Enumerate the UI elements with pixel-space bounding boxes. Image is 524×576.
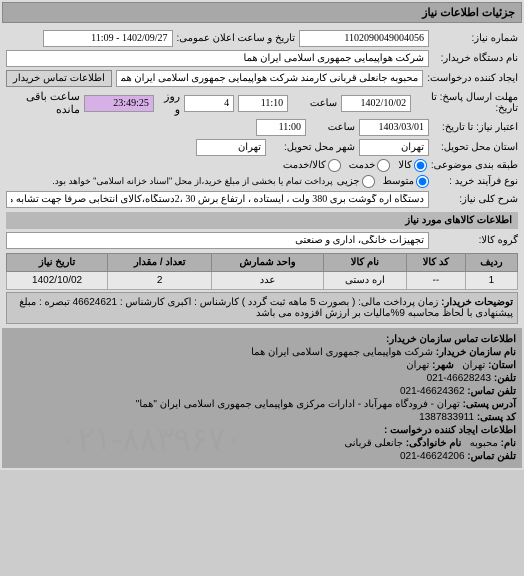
req-creator-label: اطلاعات ایجاد کننده درخواست : <box>8 425 516 436</box>
remaining-suffix: ساعت باقی مانده <box>6 90 80 116</box>
th-2: نام کالا <box>323 254 406 272</box>
deadline-label: مهلت ارسال پاسخ: تا تاریخ: <box>415 92 518 114</box>
td-3: عدد <box>212 272 324 290</box>
buyer-label: نام دستگاه خریدار: <box>433 53 518 64</box>
province-input[interactable] <box>359 139 429 156</box>
payment-radio-low[interactable] <box>416 175 429 188</box>
notes-label: توضیحات خریدار: <box>441 297 513 308</box>
goods-table: ردیف کد کالا نام کالا واحد شمارش تعداد /… <box>6 253 518 290</box>
contact-header: اطلاعات تماس سازمان خریدار: <box>8 334 516 345</box>
announce-label: تاریخ و ساعت اعلان عمومی: <box>177 33 296 44</box>
notes-text: زمان پرداخت مالی: ( بصورت 5 ماهه ثبت گرد… <box>19 297 513 319</box>
city-input[interactable] <box>196 139 266 156</box>
province-label: استان محل تحویل: <box>433 142 518 153</box>
package-opt-all: کالا <box>398 160 412 171</box>
cprov-label: استان: <box>488 360 516 371</box>
cprov-value: تهران <box>462 360 485 371</box>
form-area: شماره نیاز: تاریخ و ساعت اعلان عمومی: نا… <box>2 23 522 328</box>
package-opt-service: خدمت <box>349 160 376 171</box>
package-radio-group: کالا خدمت کالا/خدمت <box>283 159 427 172</box>
payment-radio-med[interactable] <box>362 175 375 188</box>
page-title: جزئیات اطلاعات نیاز <box>2 2 522 23</box>
payment-label: نوع فرآیند خرید : <box>433 176 518 187</box>
td-1: -- <box>406 272 465 290</box>
payment-note: پرداخت تمام یا بخشی از مبلغ خرید،از محل … <box>52 176 332 187</box>
payment-opt-low: متوسط <box>383 176 414 187</box>
city-label: شهر محل تحویل: <box>270 142 355 153</box>
td-4: 2 <box>108 272 212 290</box>
tel-value: 46628243-021 <box>427 373 492 384</box>
validity-date-input[interactable] <box>359 119 429 136</box>
deadline-date-input[interactable] <box>341 95 411 112</box>
payment-radio-group: متوسط جزیی <box>337 175 429 188</box>
keyword-label: شرح کلی نیاز: <box>433 194 518 205</box>
notes-row: توضیحات خریدار: زمان پرداخت مالی: ( بصور… <box>6 292 518 324</box>
fax-value: 46624362-021 <box>400 386 465 397</box>
validity-label: اعتبار نیاز: تا تاریخ: <box>433 122 518 133</box>
th-3: واحد شمارش <box>212 254 324 272</box>
package-label: طبقه بندی موضوعی: <box>431 160 518 171</box>
lname-value: جانعلی قربانی <box>344 438 403 449</box>
org-label: نام سازمان خریدار: <box>436 347 516 358</box>
contact-section: اطلاعات تماس سازمان خریدار: نام سازمان خ… <box>2 328 522 468</box>
time-label-2: ساعت <box>310 122 355 133</box>
time-label-1: ساعت <box>292 98 337 109</box>
payment-opt-med: جزیی <box>337 176 360 187</box>
remaining-days-label: روز و <box>158 90 180 116</box>
td-5: 1402/10/02 <box>7 272 108 290</box>
remaining-time-input <box>84 95 154 112</box>
goods-header: اطلاعات کالاهای مورد نیاز <box>6 212 518 229</box>
lname-label: نام خانوادگی: <box>406 438 462 449</box>
tel-label: تلفن: <box>494 373 516 384</box>
table-row[interactable]: 1 -- اره دستی عدد 2 1402/10/02 <box>7 272 518 290</box>
req-number-label: شماره نیاز: <box>433 33 518 44</box>
addr-value: تهران - فرودگاه مهرآباد - ادارات مرکزی ه… <box>136 399 460 410</box>
package-opt-both: کالا/خدمت <box>283 160 326 171</box>
validity-time-input[interactable] <box>256 119 306 136</box>
package-radio-both[interactable] <box>328 159 341 172</box>
post-label: کد پستی: <box>477 412 516 423</box>
creator-input[interactable] <box>116 70 423 87</box>
group-label: گروه کالا: <box>433 235 518 246</box>
announce-input[interactable] <box>43 30 173 47</box>
contact-button[interactable]: اطلاعات تماس خریدار <box>6 70 112 87</box>
name-label: نام: <box>501 438 516 449</box>
ccity-label: شهر: <box>432 360 454 371</box>
package-radio-service[interactable] <box>377 159 390 172</box>
ccity-value: تهران <box>406 360 429 371</box>
th-1: کد کالا <box>406 254 465 272</box>
fax-label: تلفن تماس: <box>467 386 516 397</box>
addr-label: آدرس پستی: <box>463 399 516 410</box>
td-0: 1 <box>465 272 517 290</box>
remaining-days-input <box>184 95 234 112</box>
name-value: محبوبه <box>470 438 498 449</box>
org-value: شرکت هواپیمایی جمهوری اسلامی ایران هما <box>251 347 433 358</box>
th-4: تعداد / مقدار <box>108 254 212 272</box>
req-number-input[interactable] <box>299 30 429 47</box>
post-value: 1387833911 <box>419 412 474 423</box>
package-radio-all[interactable] <box>414 159 427 172</box>
keyword-input[interactable] <box>6 191 429 208</box>
th-5: تاریخ نیاز <box>7 254 108 272</box>
group-input[interactable] <box>6 232 429 249</box>
buyer-input[interactable] <box>6 50 429 67</box>
ctel-label: تلفن تماس: <box>467 451 516 462</box>
th-0: ردیف <box>465 254 517 272</box>
td-2: اره دستی <box>323 272 406 290</box>
ctel-value: 46624206-021 <box>400 451 465 462</box>
deadline-time-input[interactable] <box>238 95 288 112</box>
creator-label: ایجاد کننده درخواست: <box>427 73 518 84</box>
